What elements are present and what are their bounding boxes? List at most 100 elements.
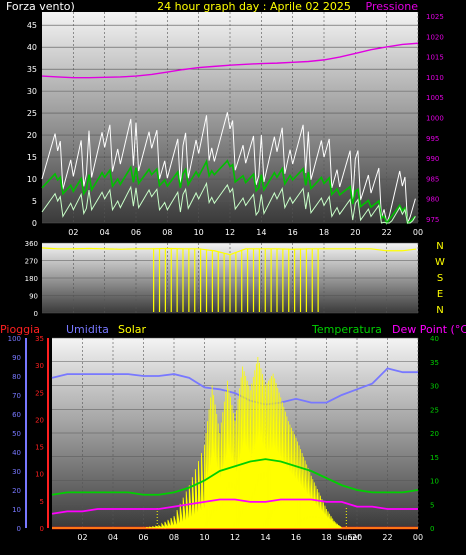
y-tick-label: 40 xyxy=(27,43,37,52)
temperature-tick-label: 25 xyxy=(430,406,439,414)
x-tick-label: 10 xyxy=(199,533,209,542)
direction-tick-label: 90 xyxy=(29,293,38,301)
humidity-tick-label: 50 xyxy=(12,430,21,438)
pressure-tick-label: 1015 xyxy=(426,54,444,62)
rain-tick-label: 15 xyxy=(35,444,44,452)
humidity-tick-label: 40 xyxy=(12,449,21,457)
temperature-line xyxy=(51,458,419,496)
pressure-tick-label: 990 xyxy=(426,155,439,163)
x-tick-label: 08 xyxy=(169,533,179,542)
compass-label: W xyxy=(435,257,445,268)
pressure-line xyxy=(41,42,419,79)
temperature-tick-label: 10 xyxy=(430,478,439,486)
compass-label: S xyxy=(437,273,443,284)
wind-pressure-panel: 0510152025303540459759809859909951000100… xyxy=(27,12,444,237)
compass-label: N xyxy=(436,241,443,252)
x-tick-label: 04 xyxy=(108,533,118,542)
rain-tick-label: 20 xyxy=(35,416,44,424)
humidity-tick-label: 20 xyxy=(12,487,21,495)
x-tick-label: 00 xyxy=(413,533,423,542)
legend-rain: Pioggia xyxy=(0,323,40,336)
temperature-tick-label: 15 xyxy=(430,454,439,462)
y-tick-label: 25 xyxy=(27,109,37,118)
wind-gust-line xyxy=(41,112,416,225)
y-tick-label: 30 xyxy=(27,87,37,96)
temperature-tick-label: 35 xyxy=(430,359,439,367)
pressure-tick-label: 1005 xyxy=(426,94,444,102)
humidity-tick-label: 30 xyxy=(12,468,21,476)
pressure-tick-label: 985 xyxy=(426,175,439,183)
pressure-tick-label: 995 xyxy=(426,135,439,143)
chart-title: 24 hour graph day : Aprile 02 2025 xyxy=(157,0,351,13)
x-tick-label: 10 xyxy=(194,228,204,237)
y-tick-label: 35 xyxy=(27,65,37,74)
temperature-tick-label: 40 xyxy=(430,335,439,343)
direction-tick-label: 0 xyxy=(34,310,38,318)
direction-tick-label: 270 xyxy=(25,258,38,266)
wind-avg-line xyxy=(41,159,416,225)
rain-tick-label: 35 xyxy=(35,335,44,343)
temperature-tick-label: 5 xyxy=(430,501,434,509)
sunset-label: Set xyxy=(347,533,360,542)
pressure-tick-label: 1000 xyxy=(426,115,444,123)
temperature-tick-label: 30 xyxy=(430,383,439,391)
direction-tick-label: 360 xyxy=(25,240,38,248)
humidity-tick-label: 80 xyxy=(12,373,21,381)
y-tick-label: 5 xyxy=(32,197,37,206)
pressure-tick-label: 1025 xyxy=(426,13,444,21)
pressure-tick-label: 980 xyxy=(426,196,439,204)
compass-label: N xyxy=(436,305,443,316)
legend-solar: Solar xyxy=(118,323,147,336)
dewpoint-line xyxy=(51,498,418,515)
y-tick-label: 10 xyxy=(27,175,37,184)
direction-line xyxy=(41,247,417,313)
humidity-tick-label: 60 xyxy=(12,411,21,419)
x-tick-label: 02 xyxy=(68,228,78,237)
rain-tick-label: 25 xyxy=(35,389,44,397)
x-tick-label: 06 xyxy=(131,228,141,237)
x-tick-label: 22 xyxy=(382,228,392,237)
pressure-tick-label: 1020 xyxy=(426,33,444,41)
x-tick-label: 04 xyxy=(100,228,110,237)
pressure-tick-label: 975 xyxy=(426,216,439,224)
y-tick-label: 0 xyxy=(32,219,37,228)
x-tick-label: 14 xyxy=(256,228,266,237)
humidity-tick-label: 100 xyxy=(8,335,21,343)
temperature-tick-label: 0 xyxy=(430,525,434,533)
x-tick-label: 00 xyxy=(413,228,423,237)
y-tick-label: 20 xyxy=(27,131,37,140)
x-tick-label: 12 xyxy=(225,228,235,237)
rain-tick-label: 0 xyxy=(40,525,44,533)
y-tick-label: 15 xyxy=(27,153,37,162)
sun-label: Sun xyxy=(337,533,352,542)
x-tick-label: 20 xyxy=(350,228,360,237)
x-tick-label: 18 xyxy=(321,533,331,542)
rain-tick-label: 10 xyxy=(35,471,44,479)
wind-min-line xyxy=(41,181,416,224)
x-tick-label: 14 xyxy=(260,533,270,542)
pressure-tick-label: 1010 xyxy=(426,74,444,82)
x-tick-label: 08 xyxy=(162,228,172,237)
humidity-tick-label: 10 xyxy=(12,506,21,514)
legend-temperature: Temperatura xyxy=(311,323,382,336)
x-tick-label: 06 xyxy=(138,533,148,542)
temperature-tick-label: 20 xyxy=(430,430,439,438)
legend-dewpoint: Dew Point (°C) xyxy=(392,323,466,336)
x-tick-label: 20 xyxy=(352,533,362,542)
pressure-axis-label: Pressione xyxy=(366,0,419,13)
humidity-tick-label: 90 xyxy=(12,354,21,362)
x-tick-label: 02 xyxy=(77,533,87,542)
solar-area xyxy=(52,356,418,530)
direction-tick-label: 180 xyxy=(25,275,38,283)
x-tick-label: 18 xyxy=(319,228,329,237)
legend-humidity: Umidita xyxy=(66,323,109,336)
humidity-tick-label: 0 xyxy=(17,525,21,533)
wind-axis-label: Forza vento) xyxy=(6,0,75,13)
rain-humidity-solar-temp-panel: 0510152025303540010203040506070809010005… xyxy=(0,323,466,542)
humidity-tick-label: 70 xyxy=(12,392,21,400)
compass-label: E xyxy=(437,289,443,300)
x-tick-label: 22 xyxy=(382,533,392,542)
x-tick-label: 16 xyxy=(288,228,298,237)
